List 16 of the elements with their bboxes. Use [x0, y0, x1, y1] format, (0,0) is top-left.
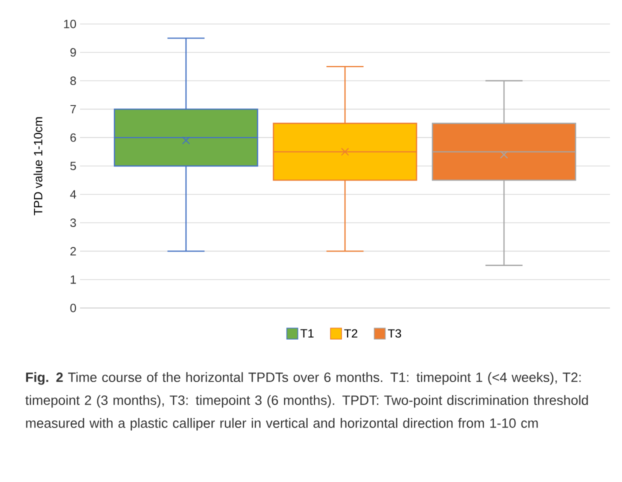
y-tick-label: 9: [70, 48, 76, 57]
y-tick-label: 0: [70, 304, 76, 312]
y-tick-label: 8: [70, 76, 76, 86]
y-tick-label: 4: [70, 190, 76, 198]
text: Fig. 2 Time course of the horizontal TPDTs over 6 months. T1: timepoint 1 (<4 weeks), T2: timepoint 2 (3 months), T3: timepoint 3 (6 months). TPDT: Two-point discrimination threshold measured with a plastic calliper ruler in vertical and horizontal direction from 1-10 cm: [25, 372, 588, 431]
legend-label: T1: [300, 329, 314, 338]
legend-label: T2: [344, 329, 358, 338]
y-tick-label: 5: [70, 162, 76, 170]
y-axis-title: TPD value 1-10cm: [34, 117, 42, 216]
y-tick-label: 3: [70, 218, 76, 228]
y-tick-label: 10: [64, 20, 76, 28]
legend-label: T3: [388, 329, 402, 338]
y-tick-label: 6: [70, 133, 76, 142]
y-tick-label: 2: [70, 247, 76, 256]
y-tick-label: 7: [70, 105, 76, 114]
y-tick-label: 1: [70, 275, 76, 284]
